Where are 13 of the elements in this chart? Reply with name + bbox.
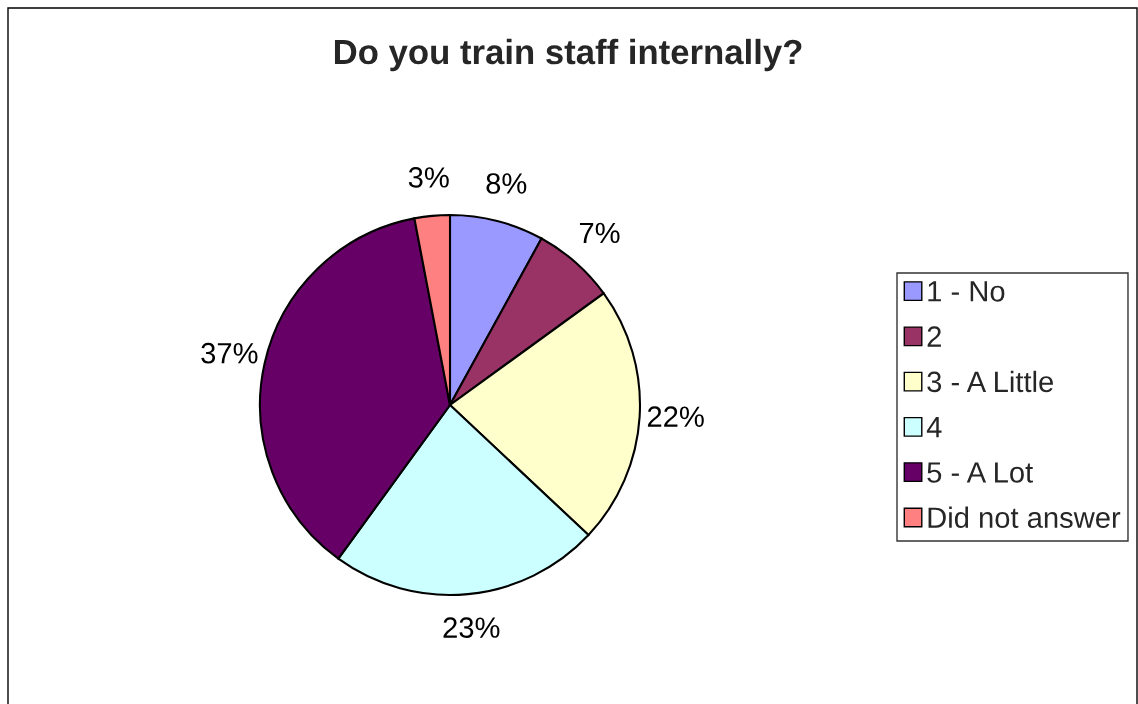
legend-label: 2	[927, 326, 941, 347]
data-label: 3%	[408, 167, 449, 188]
legend-label: 4	[926, 417, 942, 438]
data-label: 8%	[486, 173, 527, 194]
data-label: 22%	[647, 406, 704, 427]
legend-label: 3 - A Little	[927, 370, 1053, 393]
chart-title: Do you train staff internally?	[334, 38, 802, 72]
legend-label: 1 - No	[928, 281, 1005, 302]
data-label: 23%	[443, 617, 500, 638]
legend-label: Did not answer	[928, 506, 1121, 529]
legend-label: 5 - A Lot	[927, 462, 1033, 483]
data-label: 37%	[201, 342, 258, 364]
data-label: 7%	[579, 222, 620, 244]
